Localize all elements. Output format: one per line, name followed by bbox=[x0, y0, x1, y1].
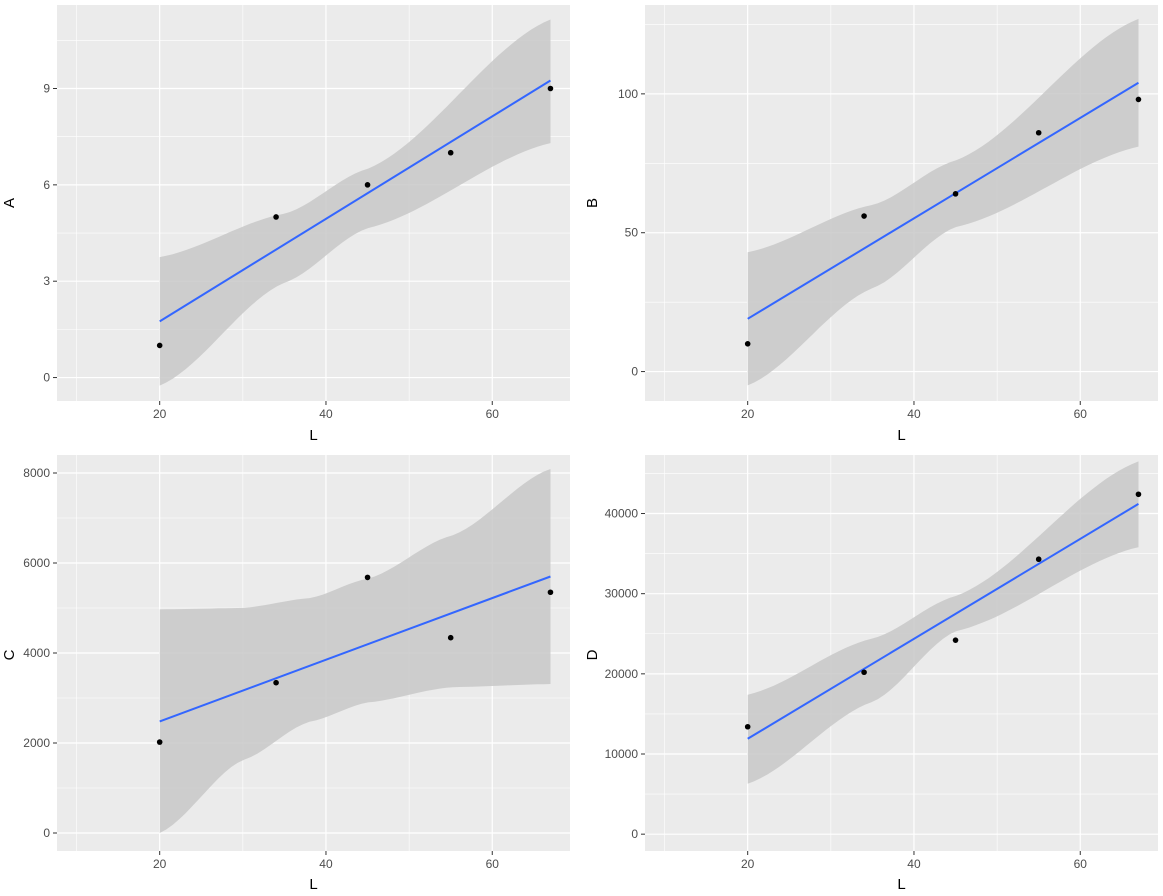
x-tick-label-b: 40 bbox=[907, 407, 921, 421]
data-point-b bbox=[952, 191, 959, 197]
x-axis-title-c: L bbox=[309, 876, 317, 893]
x-tick-label-a: 60 bbox=[486, 407, 500, 421]
y-axis-title-d: D bbox=[584, 649, 601, 660]
x-tick-label-d: 60 bbox=[1074, 857, 1088, 871]
y-tick-label-d: 40000 bbox=[605, 507, 639, 521]
data-point-a bbox=[156, 342, 163, 349]
x-axis-title-a: L bbox=[309, 427, 317, 444]
x-axis-title-d: L bbox=[897, 876, 905, 893]
x-tick-label-d: 20 bbox=[741, 857, 755, 871]
data-point-c bbox=[273, 679, 279, 686]
y-tick-label-a: 6 bbox=[43, 178, 50, 192]
plot-panel-b: 20 40 60 0 50 100 L B bbox=[584, 5, 1158, 444]
data-point-d bbox=[952, 637, 959, 643]
y-tick-label-d: 0 bbox=[631, 827, 638, 841]
y-axis-title-b: B bbox=[584, 198, 601, 208]
y-tick-label-b: 0 bbox=[631, 365, 638, 379]
fit-line-d bbox=[747, 503, 1139, 740]
data-point-b bbox=[1035, 129, 1042, 136]
plot-panel-c: 20 40 60 0 2000 4000 6000 8000 L C bbox=[1, 455, 570, 893]
x-tick-label-a: 40 bbox=[319, 407, 333, 421]
x-tick-label-d: 40 bbox=[907, 857, 921, 871]
x-tick-label-c: 40 bbox=[319, 857, 333, 871]
confidence-band-a bbox=[159, 19, 551, 386]
data-point-c bbox=[364, 574, 371, 581]
y-tick-label-c: 2000 bbox=[23, 736, 50, 750]
y-tick-label-b: 100 bbox=[618, 87, 638, 101]
y-tick-label-d: 10000 bbox=[605, 747, 639, 761]
data-point-b bbox=[861, 213, 867, 219]
confidence-band-b bbox=[747, 18, 1139, 386]
y-axis-title-c: C bbox=[1, 649, 18, 660]
x-tick-label-b: 20 bbox=[741, 407, 755, 421]
fit-line-b bbox=[747, 81, 1139, 320]
plot-panel-a: 20 40 60 0 3 6 9 L A bbox=[1, 5, 570, 444]
y-tick-label-c: 8000 bbox=[23, 466, 50, 480]
y-tick-label-a: 9 bbox=[43, 82, 50, 96]
data-point-c bbox=[156, 739, 163, 745]
x-tick-label-a: 20 bbox=[153, 407, 167, 421]
y-tick-label-c: 4000 bbox=[23, 646, 50, 660]
data-point-b bbox=[744, 340, 751, 347]
fit-line-c bbox=[159, 575, 551, 723]
y-tick-label-b: 50 bbox=[625, 226, 639, 240]
x-tick-label-c: 60 bbox=[486, 857, 500, 871]
y-tick-label-c: 6000 bbox=[23, 556, 50, 570]
y-tick-label-a: 0 bbox=[43, 371, 50, 385]
data-point-a bbox=[447, 149, 454, 156]
data-point-a bbox=[547, 85, 554, 92]
data-point-a bbox=[273, 214, 279, 220]
y-tick-label-d: 30000 bbox=[605, 587, 639, 601]
x-axis-title-b: L bbox=[897, 427, 905, 444]
y-tick-label-a: 3 bbox=[43, 274, 50, 288]
fit-line-a bbox=[159, 79, 551, 323]
x-tick-label-c: 20 bbox=[153, 857, 167, 871]
data-point-a bbox=[364, 182, 371, 188]
data-point-d bbox=[861, 669, 867, 676]
data-point-c bbox=[547, 589, 554, 596]
plot-panel-d: 20 40 60 0 10000 20000 30000 40000 L D bbox=[584, 455, 1158, 893]
confidence-band-d bbox=[747, 461, 1139, 784]
y-axis-title-a: A bbox=[1, 198, 18, 208]
confidence-band-c bbox=[159, 469, 551, 833]
data-point-c bbox=[447, 634, 454, 641]
x-tick-label-b: 60 bbox=[1074, 407, 1088, 421]
data-point-d bbox=[1035, 556, 1042, 563]
data-point-b bbox=[1135, 96, 1142, 103]
y-tick-label-d: 20000 bbox=[605, 667, 639, 681]
data-point-d bbox=[1135, 491, 1142, 498]
data-point-d bbox=[744, 723, 751, 730]
y-tick-label-c: 0 bbox=[43, 826, 50, 840]
